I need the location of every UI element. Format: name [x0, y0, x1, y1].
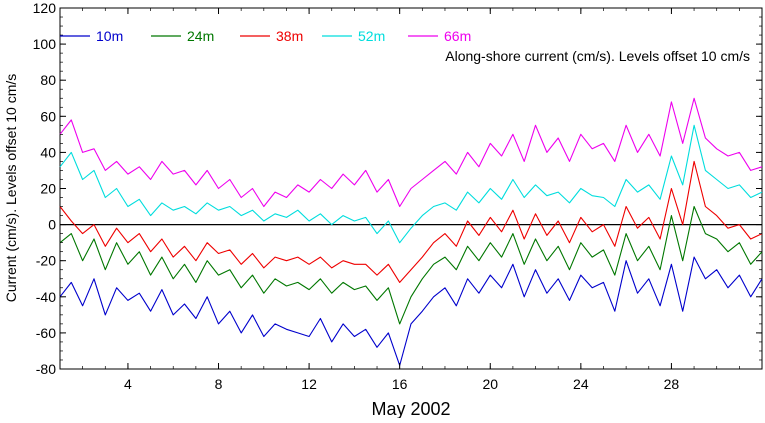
y-tick-label: -80 [36, 361, 56, 377]
x-tick-label: 24 [573, 376, 589, 392]
y-tick-label: -20 [36, 253, 56, 269]
series-line-66m [59, 97, 763, 208]
x-tick-label: 4 [124, 376, 132, 392]
y-tick-label: 0 [48, 217, 56, 233]
chart-annotation: Along-shore current (cm/s). Levels offse… [445, 48, 750, 64]
series-line-10m [59, 256, 763, 366]
series-line-52m [59, 124, 763, 244]
x-tick-label: 16 [392, 376, 408, 392]
legend-label-52m: 52m [358, 28, 385, 44]
legend-label-10m: 10m [96, 28, 123, 44]
y-tick-label: 60 [40, 108, 56, 124]
y-tick-label: -60 [36, 325, 56, 341]
y-tick-label: 100 [33, 36, 57, 52]
legend-label-24m: 24m [187, 28, 214, 44]
y-tick-label: 80 [40, 72, 56, 88]
legend-label-38m: 38m [276, 28, 303, 44]
x-tick-label: 28 [664, 376, 680, 392]
legend-label-66m: 66m [444, 28, 471, 44]
y-tick-label: -40 [36, 289, 56, 305]
y-axis-label: Current (cm/s). Levels offset 10 cm/s [3, 74, 19, 302]
y-tick-label: 20 [40, 181, 56, 197]
series-line-24m [59, 205, 763, 325]
series-line-38m [59, 160, 763, 283]
y-tick-label: 120 [33, 0, 57, 16]
x-tick-label: 8 [215, 376, 223, 392]
x-tick-label: 12 [301, 376, 317, 392]
y-tick-label: 40 [40, 144, 56, 160]
x-tick-label: 20 [482, 376, 498, 392]
x-axis-label: May 2002 [371, 399, 450, 418]
